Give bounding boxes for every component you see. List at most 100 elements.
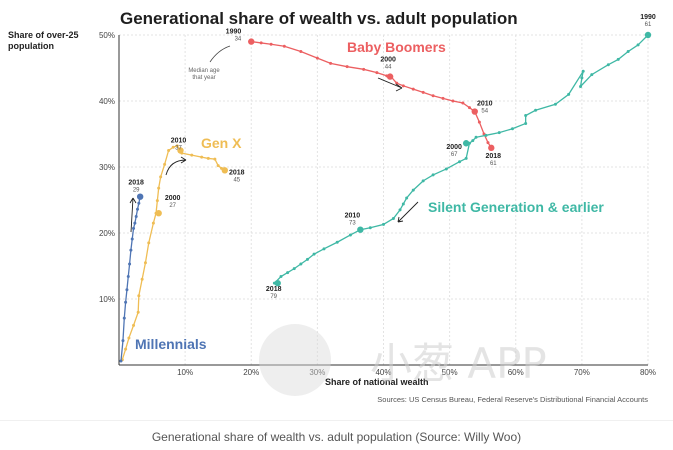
divider bbox=[0, 420, 673, 421]
median-age-arrow-icon bbox=[209, 45, 231, 63]
highlight-point bbox=[136, 193, 144, 200]
data-point bbox=[464, 156, 468, 160]
data-point bbox=[137, 201, 141, 205]
annotation-age: 61 bbox=[645, 22, 652, 28]
data-point bbox=[125, 288, 129, 292]
data-point bbox=[524, 121, 528, 125]
highlight-point bbox=[357, 226, 364, 233]
annotation-age: 61 bbox=[490, 161, 497, 167]
data-point bbox=[411, 188, 415, 192]
data-point bbox=[269, 42, 273, 46]
data-point bbox=[124, 347, 128, 351]
series-label-gen-x: Gen X bbox=[201, 135, 242, 151]
data-point bbox=[159, 175, 163, 179]
annotation-age: 79 bbox=[270, 294, 277, 300]
data-point bbox=[581, 69, 585, 73]
data-point bbox=[444, 167, 448, 171]
data-point bbox=[524, 114, 528, 118]
series-label-millennials: Millennials bbox=[135, 336, 207, 352]
data-point bbox=[580, 76, 584, 80]
data-point bbox=[431, 94, 435, 98]
data-point bbox=[348, 233, 352, 237]
y-tick-label: 40% bbox=[99, 97, 115, 106]
data-point bbox=[134, 215, 138, 218]
data-point bbox=[322, 247, 326, 251]
data-point bbox=[129, 248, 133, 252]
highlight-point bbox=[488, 144, 495, 152]
data-point bbox=[259, 41, 263, 45]
annotation-year: 2010 bbox=[345, 213, 361, 220]
data-point bbox=[335, 240, 339, 244]
source-note: Sources: US Census Bureau, Federal Reser… bbox=[377, 395, 648, 404]
annotation-year: 2010 bbox=[171, 138, 187, 145]
annotation-year: 2018 bbox=[229, 169, 245, 176]
data-point bbox=[395, 81, 399, 85]
data-point bbox=[484, 133, 488, 137]
data-point bbox=[151, 221, 155, 225]
data-point bbox=[147, 241, 151, 245]
x-tick-label: 30% bbox=[309, 368, 325, 377]
data-point bbox=[382, 222, 385, 226]
data-point bbox=[471, 139, 475, 143]
y-tick-label: 20% bbox=[99, 229, 115, 238]
data-point bbox=[398, 208, 402, 212]
data-point bbox=[405, 196, 409, 200]
annotation-year: 1990 bbox=[640, 14, 656, 21]
highlight-point bbox=[462, 140, 470, 147]
data-point bbox=[136, 207, 140, 211]
median-age-note-line2: that year bbox=[192, 75, 215, 81]
annotation-age: 27 bbox=[169, 203, 176, 209]
series-line-baby-boomers bbox=[251, 40, 492, 149]
annotation-age: 73 bbox=[349, 221, 356, 227]
data-point bbox=[329, 61, 333, 65]
data-point bbox=[132, 226, 136, 230]
data-point bbox=[553, 102, 557, 106]
data-point bbox=[305, 257, 309, 261]
data-point bbox=[299, 262, 303, 266]
data-point bbox=[286, 271, 290, 275]
data-point bbox=[368, 226, 372, 230]
annotation-year: 2010 bbox=[477, 101, 493, 108]
data-point bbox=[626, 50, 630, 53]
annotation-year: 1990 bbox=[226, 29, 242, 36]
data-point bbox=[133, 221, 137, 225]
highlight-point bbox=[644, 31, 652, 39]
data-point bbox=[216, 164, 220, 168]
y-axis-label-line2: population bbox=[8, 41, 54, 51]
series-line-gen-x bbox=[121, 145, 226, 360]
data-point bbox=[441, 96, 445, 100]
data-point bbox=[411, 87, 415, 91]
generational-wealth-chart: Generational share of wealth vs. adult p… bbox=[8, 9, 656, 404]
data-point bbox=[279, 275, 283, 279]
annotation-age: 54 bbox=[481, 109, 488, 115]
data-point bbox=[431, 173, 435, 177]
data-point bbox=[486, 141, 490, 145]
data-point bbox=[119, 359, 123, 363]
data-point bbox=[157, 186, 161, 190]
data-point bbox=[534, 108, 538, 112]
data-point bbox=[213, 157, 217, 161]
annotation-year: 2000 bbox=[446, 144, 462, 151]
highlight-point bbox=[471, 108, 478, 115]
data-point bbox=[579, 84, 583, 88]
series-line-silent-generation-earlier bbox=[273, 34, 649, 284]
data-point bbox=[567, 92, 571, 96]
data-point bbox=[140, 277, 144, 281]
chart-card: Generational share of wealth vs. adult p… bbox=[8, 9, 657, 404]
x-tick-label: 20% bbox=[243, 368, 259, 377]
data-point bbox=[510, 127, 514, 131]
genx-direction-arrow-icon bbox=[165, 156, 187, 176]
highlight-point bbox=[155, 210, 162, 217]
data-point bbox=[461, 101, 465, 105]
annotation-year: 2018 bbox=[266, 286, 282, 293]
x-tick-label: 70% bbox=[574, 368, 590, 377]
data-point bbox=[190, 153, 194, 157]
annotation-year: 2000 bbox=[380, 57, 396, 64]
figure-caption: Generational share of wealth vs. adult p… bbox=[151, 430, 522, 444]
annotation-year: 2018 bbox=[128, 180, 144, 187]
watermark-text: 小葱 APP bbox=[370, 339, 547, 388]
y-tick-label: 10% bbox=[99, 295, 115, 304]
data-point bbox=[128, 262, 132, 266]
boomer-direction-arrow-icon bbox=[377, 77, 403, 92]
y-tick-label: 50% bbox=[99, 31, 115, 40]
